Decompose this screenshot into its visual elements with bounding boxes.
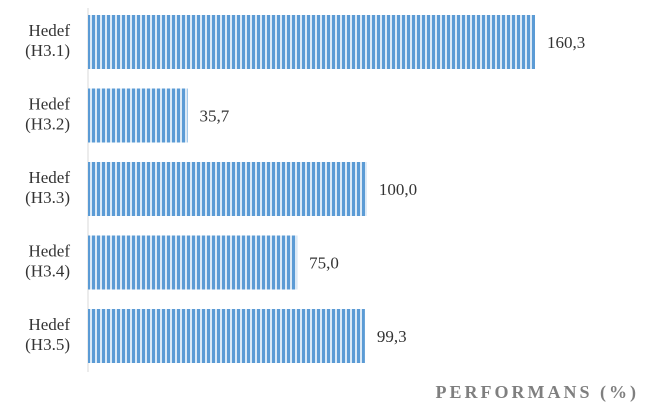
category-label-line: (H3.4) bbox=[25, 262, 70, 281]
bar-2 bbox=[88, 88, 188, 143]
category-label-line: Hedef bbox=[28, 21, 70, 40]
category-label-line: Hedef bbox=[28, 95, 70, 114]
category-label-line: (H3.5) bbox=[25, 335, 70, 354]
value-label-2: 35,7 bbox=[200, 107, 230, 126]
category-label-line: (H3.3) bbox=[25, 188, 70, 207]
category-label-3: Hedef (H3.3) bbox=[25, 168, 70, 207]
value-label-4: 75,0 bbox=[309, 254, 339, 273]
category-label-line: Hedef bbox=[28, 315, 70, 334]
category-labels: Hedef (H3.1)Hedef (H3.2)Hedef (H3.3)Hedef (H… bbox=[25, 21, 70, 354]
category-label-line: Hedef bbox=[28, 242, 70, 261]
category-label-5: Hedef (H3.5) bbox=[25, 315, 70, 354]
value-label-5: 99,3 bbox=[377, 327, 407, 346]
bar-5 bbox=[88, 309, 365, 363]
category-label-line: Hedef bbox=[28, 168, 70, 187]
value-label-1: 160,3 bbox=[547, 33, 585, 52]
bar-3 bbox=[88, 162, 367, 216]
category-label-line: (H3.1) bbox=[25, 41, 70, 60]
category-label-line: (H3.2) bbox=[25, 115, 70, 134]
x-axis-label: PERFORMANS (%) bbox=[436, 382, 639, 403]
category-label-1: Hedef (H3.1) bbox=[25, 21, 70, 60]
category-label-4: Hedef (H3.4) bbox=[25, 242, 70, 281]
value-label-3: 100,0 bbox=[379, 180, 417, 199]
bar-1 bbox=[88, 15, 535, 69]
category-label-2: Hedef (H3.2) bbox=[25, 95, 70, 134]
value-labels: 160,3 35,7 100,0 75,0 99,3 bbox=[200, 33, 586, 346]
bar-4 bbox=[88, 235, 298, 290]
bars-group bbox=[88, 15, 535, 363]
